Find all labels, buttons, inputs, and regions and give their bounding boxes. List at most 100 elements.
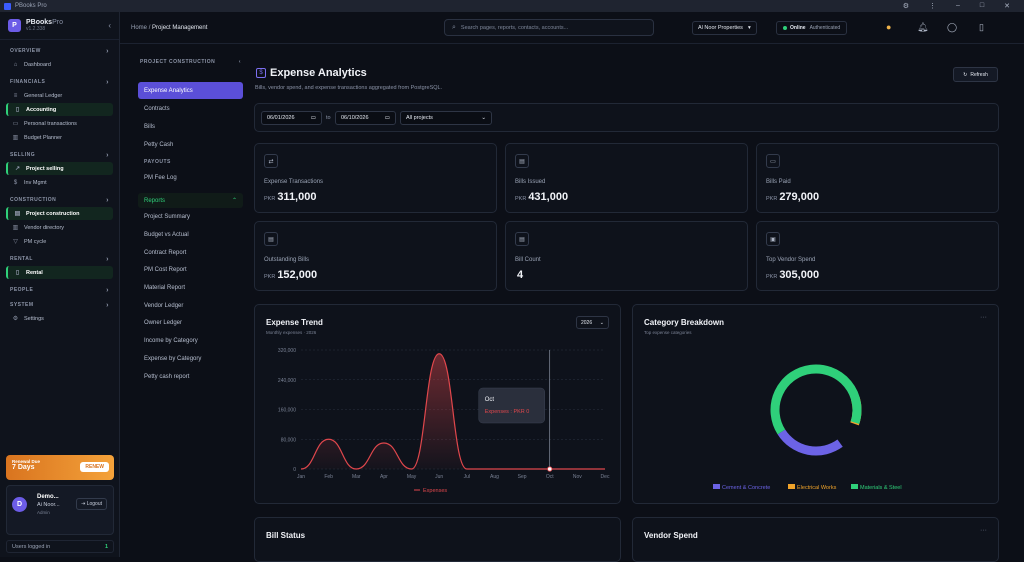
- subnav-item-bills[interactable]: Bills: [138, 118, 243, 135]
- sidebar-section-selling[interactable]: SELLING›: [0, 152, 119, 159]
- chat-icon[interactable]: ◯: [947, 22, 957, 33]
- project-select[interactable]: All projects⌄: [400, 111, 492, 125]
- trend-icon: ↗: [14, 165, 21, 172]
- brand-version: v1.2.338: [26, 26, 63, 32]
- subnav-item-material-report[interactable]: Material Report: [138, 280, 243, 297]
- subnav-item-pm-cost-report[interactable]: PM Cost Report: [138, 262, 243, 279]
- chevron-icon: ›: [106, 197, 109, 204]
- topbar: Home / Project Management ⌕ Search pages…: [120, 12, 1024, 44]
- sidebar-item-rental[interactable]: ▯Rental: [6, 266, 113, 279]
- count-icon: ▤: [515, 232, 529, 246]
- close-icon[interactable]: ✕: [1004, 2, 1010, 10]
- date-from-input[interactable]: 06/01/2026▭: [261, 111, 322, 125]
- sidebar-item-personal-transactions[interactable]: ▭Personal transactions: [6, 117, 113, 130]
- category-breakdown-card: Category Breakdown Top expense categorie…: [632, 304, 999, 504]
- user-name: Demo...: [37, 493, 60, 501]
- sidebar-section-financials[interactable]: FINANCIALS›: [0, 79, 119, 86]
- user-role: Admin: [37, 509, 60, 517]
- sidebar-item-project-construction[interactable]: ▤Project construction: [6, 207, 113, 220]
- expense-trend-card: Expense Trend Monthly expenses · 2026 20…: [254, 304, 621, 504]
- tooltip-box: [479, 388, 545, 423]
- subnav-item-pm-fee-log[interactable]: PM Fee Log: [138, 169, 243, 186]
- date-to-input[interactable]: 06/10/2026▭: [335, 111, 396, 125]
- more-options-icon[interactable]: ···: [980, 527, 987, 534]
- kpi-label: Expense Transactions: [264, 179, 323, 185]
- arrows-icon: ⇄: [264, 154, 278, 168]
- subnav-item-expense-by-category[interactable]: Expense by Category: [138, 351, 243, 368]
- chevron-icon: ›: [106, 152, 109, 159]
- help-book-icon[interactable]: ▯: [979, 22, 984, 33]
- chart-icon: ▥: [12, 134, 19, 141]
- chevron-icon: ›: [106, 287, 109, 294]
- breadcrumb-home[interactable]: Home: [131, 25, 147, 31]
- bell-icon[interactable]: 🔔︎: [917, 22, 928, 33]
- sidebar-item-vendor-directory[interactable]: ▥Vendor directory: [6, 221, 113, 234]
- more-icon[interactable]: ⋮: [929, 2, 936, 10]
- vendor-icon: ▣: [766, 232, 780, 246]
- sidebar-item-label: General Ledger: [24, 93, 62, 99]
- subnav-collapse-icon[interactable]: ‹: [239, 59, 241, 65]
- maximize-icon[interactable]: □: [980, 2, 984, 10]
- search-input[interactable]: ⌕ Search pages, reports, contacts, accou…: [444, 19, 654, 36]
- sidebar-section-rental[interactable]: RENTAL›: [0, 256, 119, 263]
- vendor-spend-card: Vendor Spend ···: [632, 517, 999, 562]
- minimize-icon[interactable]: –: [956, 2, 960, 10]
- subnav-item-owner-ledger[interactable]: Owner Ledger: [138, 315, 243, 332]
- avatar: D: [12, 497, 27, 512]
- sidebar-item-inv-mgmt[interactable]: $Inv Mgmt: [6, 176, 113, 189]
- subnav-item-project-summary[interactable]: Project Summary: [138, 209, 243, 226]
- user-info: Demo... Ai Noor... Admin: [37, 493, 60, 517]
- chevron-icon: ›: [106, 48, 109, 55]
- legend-swatch: [713, 484, 720, 489]
- kpi-value: 4: [515, 269, 523, 281]
- kpi-currency: PKR: [264, 274, 275, 280]
- collapse-sidebar-icon[interactable]: ‹: [108, 21, 111, 30]
- subnav-item-income-by-category[interactable]: Income by Category: [138, 333, 243, 350]
- renew-button[interactable]: RENEW: [80, 462, 109, 472]
- subnav-item-petty-cash[interactable]: Petty Cash: [138, 136, 243, 153]
- sidebar-section-construction[interactable]: CONSTRUCTION›: [0, 197, 119, 204]
- sidebar-item-dashboard[interactable]: ⌂Dashboard: [6, 58, 113, 71]
- tooltip-value: Expenses : PKR 0: [485, 409, 530, 415]
- sidebar-item-label: Vendor directory: [24, 225, 64, 231]
- x-tick-label: Feb: [324, 474, 333, 480]
- subnav-item-petty-cash-report[interactable]: Petty cash report: [138, 368, 243, 385]
- kpi-amount: 279,000: [779, 191, 819, 203]
- sidebar-section-overview[interactable]: OVERVIEW›: [0, 48, 119, 55]
- theme-icon[interactable]: ●: [886, 22, 891, 32]
- sidebar-item-budget-planner[interactable]: ▥Budget Planner: [6, 131, 113, 144]
- user-card: D Demo... Ai Noor... Admin ⇥ Logout: [6, 485, 114, 535]
- settings-icon[interactable]: ⚙: [903, 2, 909, 10]
- donut-slice-materials-steel: [775, 369, 857, 432]
- sidebar-section-system[interactable]: SYSTEM›: [0, 302, 119, 309]
- subnav-item-contract-report[interactable]: Contract Report: [138, 244, 243, 261]
- logout-button[interactable]: ⇥ Logout: [76, 498, 107, 510]
- company-selector[interactable]: Al Noor Properties▾: [692, 21, 757, 35]
- paid-icon: ▭: [766, 154, 780, 168]
- subnav-item-contracts[interactable]: Contracts: [138, 100, 243, 117]
- sidebar-item-general-ledger[interactable]: ≡General Ledger: [6, 89, 113, 102]
- sidebar-item-project-selling[interactable]: ↗Project selling: [6, 162, 113, 175]
- subnav-item-budget-vs-actual[interactable]: Budget vs Actual: [138, 227, 243, 244]
- page-subtitle: Bills, vendor spend, and expense transac…: [255, 85, 442, 91]
- sidebar-item-settings[interactable]: ⚙Settings: [6, 312, 113, 325]
- subnav-item-vendor-ledger[interactable]: Vendor Ledger: [138, 297, 243, 314]
- sidebar-section-people[interactable]: PEOPLE›: [0, 287, 119, 294]
- kpi-amount: 305,000: [779, 269, 819, 281]
- refresh-button[interactable]: ↻Refresh: [953, 67, 998, 82]
- reports-toggle[interactable]: Reports⌃: [138, 193, 243, 208]
- x-tick-label: Dec: [601, 474, 610, 480]
- sidebar-item-pm-cycle[interactable]: ▽PM cycle: [6, 235, 113, 248]
- brand-name: PBooksPro: [26, 19, 63, 26]
- subnav-item-expense-analytics[interactable]: Expense Analytics: [138, 82, 243, 99]
- kpi-label: Bills Issued: [515, 179, 545, 185]
- sidebar-item-label: Dashboard: [24, 62, 51, 68]
- sidebar-item-accounting[interactable]: ▯Accounting: [6, 103, 113, 116]
